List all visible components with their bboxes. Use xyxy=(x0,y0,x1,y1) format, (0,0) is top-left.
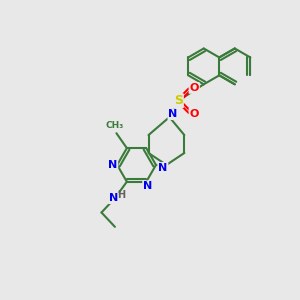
Text: N: N xyxy=(143,181,152,191)
Text: S: S xyxy=(174,94,183,107)
Text: H: H xyxy=(117,190,125,200)
Text: O: O xyxy=(190,83,199,93)
Text: N: N xyxy=(168,109,178,119)
Text: N: N xyxy=(109,193,118,203)
Text: O: O xyxy=(190,109,199,118)
Text: N: N xyxy=(158,163,167,173)
Text: N: N xyxy=(108,160,117,170)
Text: CH₃: CH₃ xyxy=(106,121,124,130)
